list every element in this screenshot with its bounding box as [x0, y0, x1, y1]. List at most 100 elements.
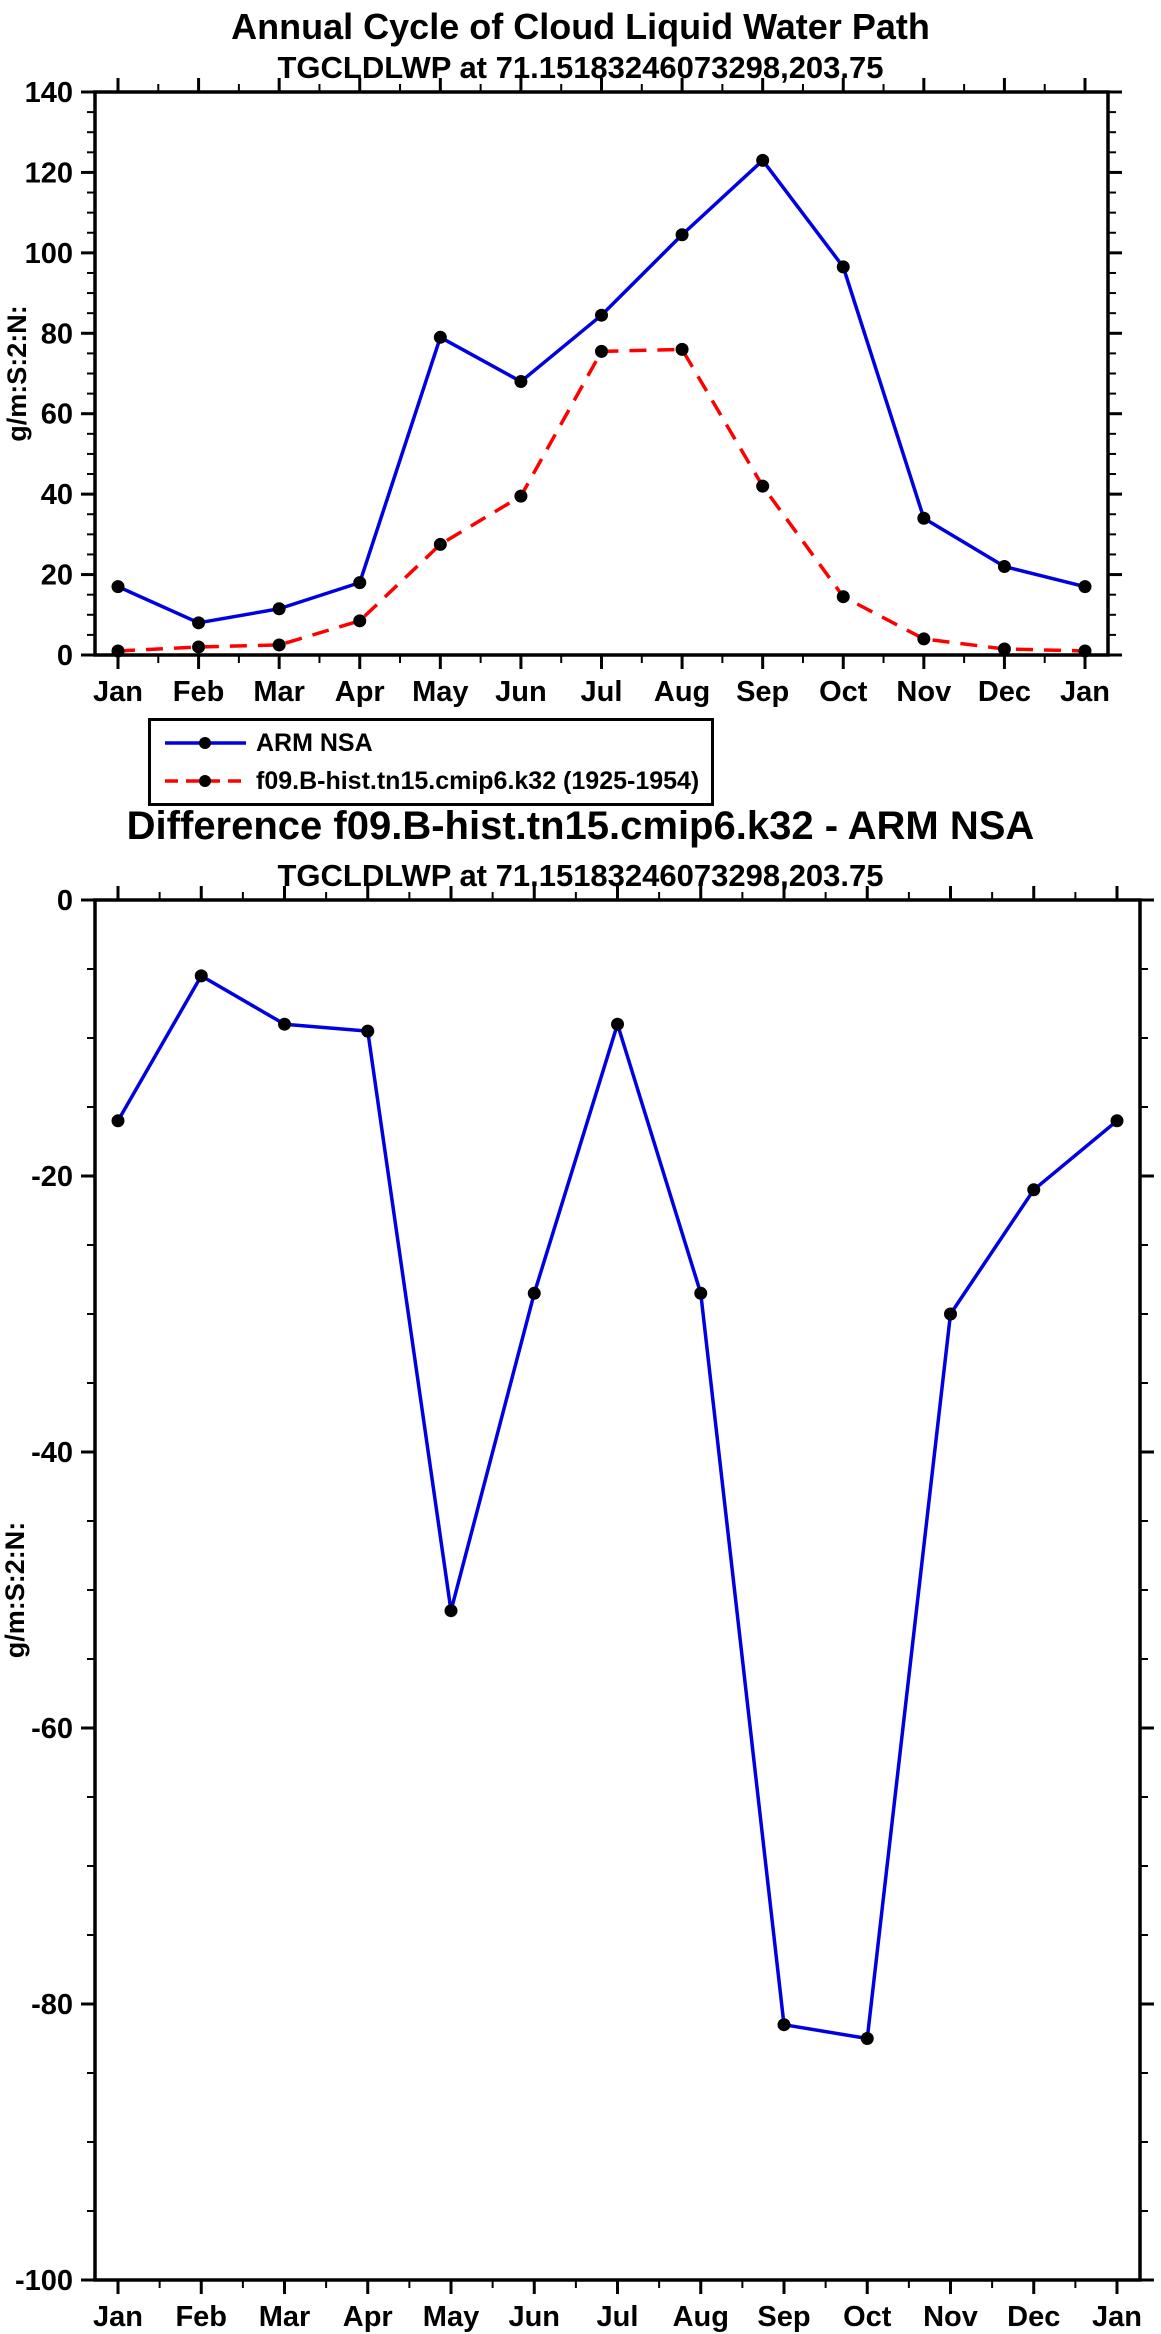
x-axis-month-label: Dec	[1007, 2301, 1060, 2333]
y-axis-tick-label: 20	[41, 560, 73, 592]
x-axis-month-label: Apr	[335, 676, 385, 708]
legend: ARM NSA f09.B-hist.tn15.cmip6.k32 (1925-…	[148, 718, 715, 806]
y-axis-tick-label: -40	[31, 1437, 73, 1469]
data-point-marker	[777, 2018, 791, 2032]
y-axis-tick-label: 80	[41, 318, 73, 350]
x-axis-month-label: Jan	[1060, 676, 1110, 708]
x-axis-month-label: Mar	[253, 676, 305, 708]
y-axis-title: g/m:S:2:N:	[0, 1522, 30, 1659]
data-point-marker	[944, 1307, 957, 1321]
data-point-marker	[675, 228, 689, 242]
y-axis-tick-label: 0	[57, 640, 73, 672]
x-axis-month-label: Mar	[259, 2301, 311, 2333]
x-axis-month-label: Oct	[843, 2301, 892, 2333]
legend-line-sample-solid	[165, 737, 246, 749]
data-point-marker	[514, 375, 528, 389]
series-line-0	[117, 158, 1086, 625]
x-axis-month-label: Aug	[654, 676, 710, 708]
data-point-marker	[1078, 644, 1092, 658]
y-axis-tick-label: 140	[25, 77, 73, 109]
x-axis-month-label: May	[412, 676, 468, 708]
data-point-marker	[611, 1017, 624, 1031]
y-axis-tick-label: -60	[31, 1713, 73, 1745]
legend-label-arm-nsa: ARM NSA	[256, 728, 373, 757]
data-point-marker	[272, 602, 286, 616]
legend-entry-arm-nsa: ARM NSA	[163, 724, 699, 762]
data-point-marker	[278, 1017, 291, 1031]
data-point-marker	[595, 308, 608, 322]
y-axis-tick-label: 100	[25, 238, 73, 270]
data-point-marker	[595, 344, 608, 358]
data-point-marker	[111, 1114, 125, 1128]
data-point-marker	[1027, 1183, 1041, 1197]
data-point-marker	[997, 642, 1011, 656]
x-axis-month-label: Aug	[673, 2301, 729, 2333]
data-point-marker	[917, 632, 931, 646]
data-point-marker	[433, 330, 447, 344]
series-line-0	[116, 974, 1119, 2041]
data-point-marker	[192, 640, 206, 654]
difference-plot: -100 -80 -60 -40 -20 0 Jan Feb Mar Apr May Jun Jul Au…	[0, 885, 1154, 2333]
data-point-marker	[1110, 1114, 1124, 1128]
data-point-marker	[353, 614, 367, 628]
data-point-marker	[860, 2032, 874, 2045]
data-point-marker	[997, 560, 1011, 574]
x-axis-month-label: Jan	[93, 2301, 143, 2333]
x-axis-month-label: Jul	[581, 676, 623, 708]
axis-frame	[93, 898, 1142, 2282]
axis-frame	[93, 90, 1110, 657]
x-axis-month-label: Jun	[508, 2301, 560, 2333]
data-point-marker	[836, 590, 850, 604]
x-axis-month-label: Nov	[896, 676, 951, 708]
legend-entry-model: f09.B-hist.tn15.cmip6.k32 (1925-1954)	[163, 762, 699, 800]
y-axis-tick-label: -20	[31, 1161, 73, 1193]
annual-cycle-plot: 0 20 40 60 80 100 120 140 Jan Feb Mar Apr May Jun Jul A…	[2, 77, 1122, 708]
series-line-1	[117, 347, 1086, 653]
x-axis-month-label: Nov	[923, 2301, 978, 2333]
data-point-marker	[694, 1286, 708, 1300]
y-axis-tick-label: 0	[57, 885, 73, 917]
x-axis-month-label: Sep	[757, 2301, 810, 2333]
x-axis-month-label: Feb	[175, 2301, 227, 2333]
x-axis-month-label: Feb	[173, 676, 225, 708]
data-point-marker	[353, 576, 367, 590]
legend-label-model: f09.B-hist.tn15.cmip6.k32 (1925-1954)	[256, 766, 700, 795]
y-axis-tick-label: 40	[41, 479, 73, 511]
data-point-marker	[361, 1024, 375, 1038]
chart1-subtitle: TGCLDLWP at 71.15183246073298,203.75	[277, 50, 884, 85]
x-axis-month-label: Jul	[597, 2301, 639, 2333]
legend-marker-dot	[199, 737, 211, 749]
legend-marker-dot	[199, 775, 211, 787]
x-axis-month-label: May	[423, 2301, 479, 2333]
y-axis-tick-label: -100	[15, 2265, 73, 2297]
chart2-title: Difference f09.B-hist.tn15.cmip6.k32 - A…	[126, 804, 1035, 848]
x-axis-month-label: Jan	[1092, 2301, 1142, 2333]
data-point-marker	[111, 580, 125, 594]
y-axis-title: g/m:S:2:N:	[2, 305, 32, 442]
data-point-marker	[514, 489, 528, 503]
chart1-title: Annual Cycle of Cloud Liquid Water Path	[231, 6, 930, 47]
x-axis-month-label: Jan	[93, 676, 143, 708]
legend-line-sample-dashed	[165, 775, 246, 787]
data-point-marker	[675, 342, 689, 356]
y-axis-tick-label: 120	[25, 157, 73, 189]
x-axis-month-label: Jun	[495, 676, 547, 708]
data-point-marker	[1078, 580, 1092, 594]
x-axis-month-label: Oct	[819, 676, 868, 708]
data-point-marker	[433, 537, 447, 551]
y-axis-tick-label: -80	[31, 1989, 73, 2021]
data-point-marker	[756, 153, 770, 167]
data-point-marker	[272, 638, 286, 652]
data-point-marker	[756, 479, 770, 493]
x-axis-month-label: Sep	[736, 676, 789, 708]
data-point-marker	[111, 644, 125, 658]
x-axis-month-label: Dec	[978, 676, 1031, 708]
data-point-marker	[917, 511, 931, 525]
x-axis-month-label: Apr	[343, 2301, 393, 2333]
data-point-marker	[192, 616, 206, 630]
data-point-marker	[444, 1604, 458, 1618]
data-point-marker	[527, 1286, 541, 1300]
data-point-marker	[836, 260, 850, 274]
data-point-marker	[194, 969, 208, 983]
